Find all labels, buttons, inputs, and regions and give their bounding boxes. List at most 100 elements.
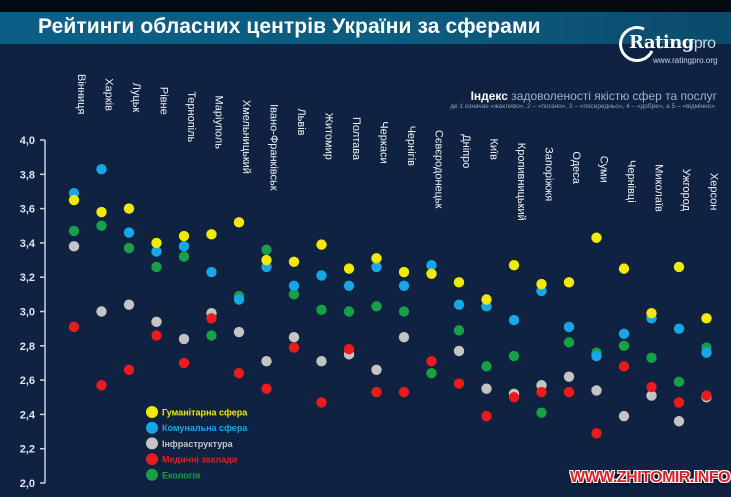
- data-point-1-Луцьк: [123, 203, 135, 214]
- data-point-4-Хмельницький: [233, 368, 245, 379]
- data-point-2-Чернігів: [398, 280, 410, 291]
- data-point-1-Житомир: [316, 239, 327, 250]
- data-point-5-Ужгород: [673, 376, 685, 388]
- data-point-4-Маріуполь: [206, 313, 217, 324]
- data-point-1-Запоріжжя: [536, 278, 547, 290]
- data-point-3-Вінниця: [68, 241, 80, 252]
- data-point-1-Миколаїв: [646, 308, 657, 319]
- index-title-bold: Індекс: [470, 89, 508, 103]
- x-category-label: Маріуполь: [213, 96, 225, 150]
- y-tick-label: 2,4: [20, 409, 36, 421]
- data-point-2-Полтава: [343, 280, 355, 291]
- x-category-label: Сєвєродонецьк: [433, 130, 445, 209]
- data-point-5-Чернігів: [398, 306, 410, 317]
- legend-label: Гуманітарна сфера: [162, 408, 248, 418]
- legend-swatch: [146, 453, 158, 466]
- x-category-label: Львів: [295, 108, 307, 135]
- legend-swatch: [146, 406, 158, 418]
- legend-swatch: [146, 421, 158, 434]
- data-point-5-Дніпро: [453, 325, 465, 336]
- data-point-2-Сєвєродонецьк: [426, 259, 437, 271]
- data-point-2-Чернівці: [618, 328, 630, 339]
- data-point-1-Київ: [481, 294, 492, 305]
- data-point-4-Суми: [591, 428, 602, 439]
- legend: Гуманітарна сфера Комунальна сфера Інфраст…: [146, 406, 248, 481]
- data-point-3-Житомир: [316, 356, 327, 367]
- x-category-label: Хмельницький: [240, 100, 252, 174]
- index-title: Індекс задоволеності якістю сфер та посл…: [471, 89, 717, 103]
- y-axis: 4,0 3,8 3,6 3,4 3,2 3,0 2,8 2,6 2,4 2,2 2,0: [20, 135, 46, 490]
- data-point-4-Вінниця: [68, 321, 80, 333]
- x-category-label: Суми: [598, 156, 610, 183]
- data-point-1-Маріуполь: [206, 229, 217, 240]
- index-subtitle: де 1 означає «жахливо», 2 – «погано», 3 …: [450, 103, 715, 110]
- data-point-3-Чернігів: [398, 332, 410, 343]
- data-point-1-Ужгород: [673, 261, 685, 273]
- data-point-2-Львів: [288, 280, 300, 291]
- x-category-labels: Вінниця Харків Луцьк Рівне Тернопіль Маріупол…: [75, 74, 720, 221]
- data-point-3-Рівне: [151, 316, 162, 327]
- x-category-label: Івано-Франківськ: [268, 104, 280, 191]
- data-point-5-Луцьк: [123, 242, 135, 254]
- legend-label: Медичні заклади: [162, 455, 237, 465]
- data-point-1-Суми: [591, 232, 602, 243]
- x-category-label: Одеса: [570, 151, 582, 184]
- index-title-rest: задоволеності якістю сфер та послуг: [507, 89, 717, 103]
- logo-suffix: pro: [693, 35, 716, 52]
- data-point-3-Суми: [591, 385, 602, 396]
- y-tick-label: 3,8: [20, 169, 35, 181]
- data-point-4-Київ: [481, 410, 492, 422]
- data-point-3-Миколаїв: [646, 390, 657, 401]
- data-point-1-Хмельницький: [233, 217, 245, 228]
- x-category-label: Рівне: [158, 87, 170, 115]
- data-point-4-Луцьк: [123, 364, 135, 376]
- data-point-3-Ужгород: [673, 416, 685, 427]
- logo-name: Rating: [629, 32, 694, 53]
- data-point-4-Чернівці: [618, 361, 630, 372]
- data-point-4-Херсон: [701, 390, 712, 401]
- data-point-4-Миколаїв: [646, 381, 657, 393]
- data-point-2-Херсон: [701, 347, 712, 358]
- x-category-label: Чернівці: [625, 160, 637, 203]
- chart-title: Рейтинги обласних центрів України за сфе…: [38, 15, 541, 38]
- x-category-label: Ужгород: [680, 169, 692, 212]
- data-point-4-Ужгород: [673, 397, 685, 408]
- data-point-4-Тернопіль: [178, 357, 190, 369]
- y-tick-label: 2,0: [20, 478, 35, 490]
- data-point-5-Львів: [288, 289, 300, 300]
- data-point-5-Черкаси: [371, 301, 382, 312]
- y-tick-label: 2,8: [20, 341, 35, 353]
- data-point-2-Харків: [96, 163, 107, 175]
- data-point-4-Харків: [96, 380, 107, 391]
- data-point-3-Харків: [96, 306, 107, 317]
- data-point-5-Запоріжжя: [536, 407, 547, 418]
- logo-url: www.ratingpro.org: [653, 56, 718, 65]
- data-point-1-Черкаси: [371, 253, 382, 264]
- data-point-3-Чернівці: [618, 410, 630, 422]
- data-point-1-Харків: [96, 206, 107, 218]
- data-point-1-Одеса: [563, 277, 575, 288]
- data-point-2-Суми: [591, 350, 602, 362]
- data-point-1-Тернопіль: [178, 230, 190, 242]
- data-point-2-Тернопіль: [178, 241, 190, 252]
- ratingpro-logo: Ratingpro www.ratingpro.org: [613, 20, 727, 70]
- x-category-label: Черкаси: [378, 121, 390, 163]
- x-category-label: Миколаїв: [653, 164, 665, 212]
- y-tick-label: 3,6: [20, 204, 35, 216]
- data-point-4-Одеса: [563, 386, 575, 398]
- legend-label: Екологія: [162, 470, 200, 480]
- x-category-label: Луцьк: [130, 83, 142, 113]
- legend-swatch: [146, 468, 158, 481]
- x-category-label: Вінниця: [75, 74, 87, 114]
- x-category-label: Тернопіль: [185, 91, 197, 142]
- data-point-5-Вінниця: [68, 225, 80, 237]
- data-point-1-Рівне: [151, 237, 162, 249]
- data-point-5-Київ: [481, 361, 492, 372]
- data-point-1-Івано-Франківськ: [261, 254, 272, 266]
- data-point-3-Черкаси: [371, 364, 382, 376]
- watermark: WWW.ZHITOMIR.INFO: [570, 469, 731, 486]
- data-point-2-Хмельницький: [233, 294, 245, 305]
- data-point-2-Луцьк: [123, 227, 135, 238]
- x-category-label: Чернігів: [405, 126, 417, 167]
